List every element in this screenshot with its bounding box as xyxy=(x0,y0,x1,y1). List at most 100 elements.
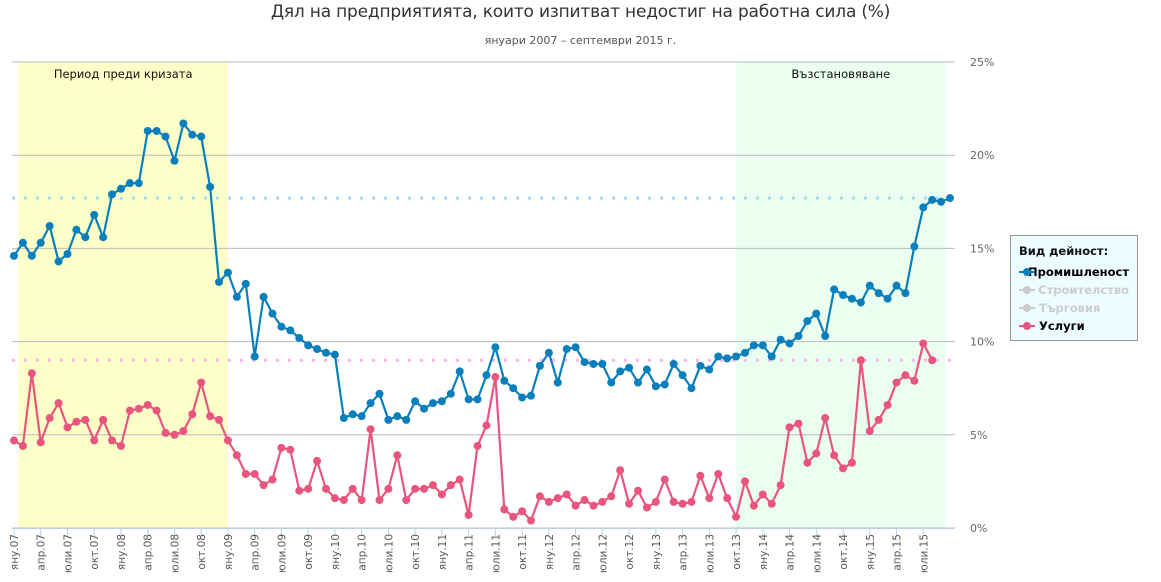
reference-lines-layer xyxy=(12,196,955,362)
data-point xyxy=(758,341,767,350)
data-point xyxy=(651,382,660,391)
data-point xyxy=(714,352,723,361)
data-point xyxy=(393,412,402,421)
data-point xyxy=(250,469,259,478)
data-point xyxy=(313,456,322,465)
series-0 xyxy=(10,119,954,424)
data-point xyxy=(125,179,134,188)
data-point xyxy=(161,132,170,141)
data-point xyxy=(642,503,651,512)
legend-item[interactable]: Търговия xyxy=(1019,299,1129,317)
data-point xyxy=(241,469,250,478)
data-point xyxy=(170,156,179,165)
x-tick-label: яну.15 xyxy=(865,534,877,570)
data-point xyxy=(678,371,687,380)
data-point xyxy=(197,378,206,387)
data-point xyxy=(865,427,874,436)
data-point xyxy=(411,484,420,493)
legend-item[interactable]: Строителство xyxy=(1019,281,1129,299)
data-point xyxy=(428,481,437,490)
legend: Вид дейност: Промишленост Строителство Тър… xyxy=(1010,235,1138,341)
data-point xyxy=(223,436,232,445)
data-point xyxy=(803,458,812,467)
data-point xyxy=(54,399,63,408)
data-point xyxy=(535,361,544,370)
data-point xyxy=(634,378,642,387)
x-tick-label: яну.13 xyxy=(651,534,663,570)
data-point xyxy=(856,298,865,307)
data-point xyxy=(491,373,500,382)
data-point xyxy=(669,359,678,368)
data-point xyxy=(90,210,99,219)
data-point xyxy=(375,389,384,398)
data-point xyxy=(839,291,848,299)
data-point xyxy=(27,369,36,378)
x-tick-label: юли.14 xyxy=(811,534,823,573)
data-point xyxy=(803,317,812,326)
data-point xyxy=(892,281,901,290)
x-tick-label: яну.14 xyxy=(758,534,770,570)
data-point xyxy=(687,384,696,393)
data-point xyxy=(500,376,509,385)
data-point xyxy=(277,443,286,452)
data-point xyxy=(589,501,598,510)
plot-band-label-1: Възстановяване xyxy=(791,67,890,81)
data-point xyxy=(794,419,803,428)
x-tick-label: яну.09 xyxy=(223,534,235,570)
data-point xyxy=(322,484,330,493)
y-axis: 0% 5% 10% 15% 20% 25% xyxy=(970,56,994,535)
data-point xyxy=(812,309,821,318)
data-point xyxy=(580,496,589,505)
chart-subtitle: януари 2007 – септември 2015 г. xyxy=(484,34,677,47)
data-point xyxy=(420,404,429,413)
data-point xyxy=(215,277,224,286)
data-point xyxy=(500,505,509,514)
data-point xyxy=(634,486,642,495)
data-point xyxy=(393,451,402,460)
x-tick-label: яну.07 xyxy=(9,534,21,570)
data-point xyxy=(268,475,277,484)
data-point xyxy=(464,395,473,404)
data-point xyxy=(286,445,295,454)
x-tick-label: апр.14 xyxy=(785,534,797,571)
data-point xyxy=(295,333,304,342)
legend-label: Строителство xyxy=(1038,283,1129,297)
x-tick-label: юли.15 xyxy=(918,534,930,573)
legend-marker-icon xyxy=(1019,285,1035,295)
x-tick-label: апр.07 xyxy=(36,534,48,571)
data-point xyxy=(562,345,571,354)
data-point xyxy=(428,399,437,408)
data-point xyxy=(598,359,607,368)
data-point xyxy=(206,182,215,191)
data-point xyxy=(313,345,322,354)
legend-item[interactable]: Услуги xyxy=(1019,317,1129,335)
series-1 xyxy=(10,339,937,525)
data-point xyxy=(455,367,464,376)
data-point xyxy=(589,359,598,368)
data-point xyxy=(571,343,580,352)
data-point xyxy=(384,484,393,493)
legend-item[interactable]: Промишленост xyxy=(1019,263,1129,281)
data-point xyxy=(910,242,919,251)
x-tick-label: апр.12 xyxy=(571,534,583,571)
data-point xyxy=(660,475,669,484)
data-point xyxy=(10,436,18,445)
data-point xyxy=(143,126,152,135)
legend-title: Вид дейност: xyxy=(1019,244,1109,258)
data-point xyxy=(946,194,954,203)
data-point xyxy=(18,441,27,450)
data-point xyxy=(473,441,482,450)
data-point xyxy=(206,412,215,421)
data-point xyxy=(384,415,393,424)
data-point xyxy=(553,494,562,503)
data-point xyxy=(304,484,313,493)
y-tick-label: 10% xyxy=(970,336,994,349)
data-point xyxy=(785,423,794,432)
x-tick-label: юли.13 xyxy=(704,534,716,573)
x-tick-label: окт.12 xyxy=(624,534,636,570)
data-point xyxy=(99,415,108,424)
data-point xyxy=(928,195,937,204)
x-tick-label: окт.07 xyxy=(89,534,101,570)
data-point xyxy=(732,352,741,361)
